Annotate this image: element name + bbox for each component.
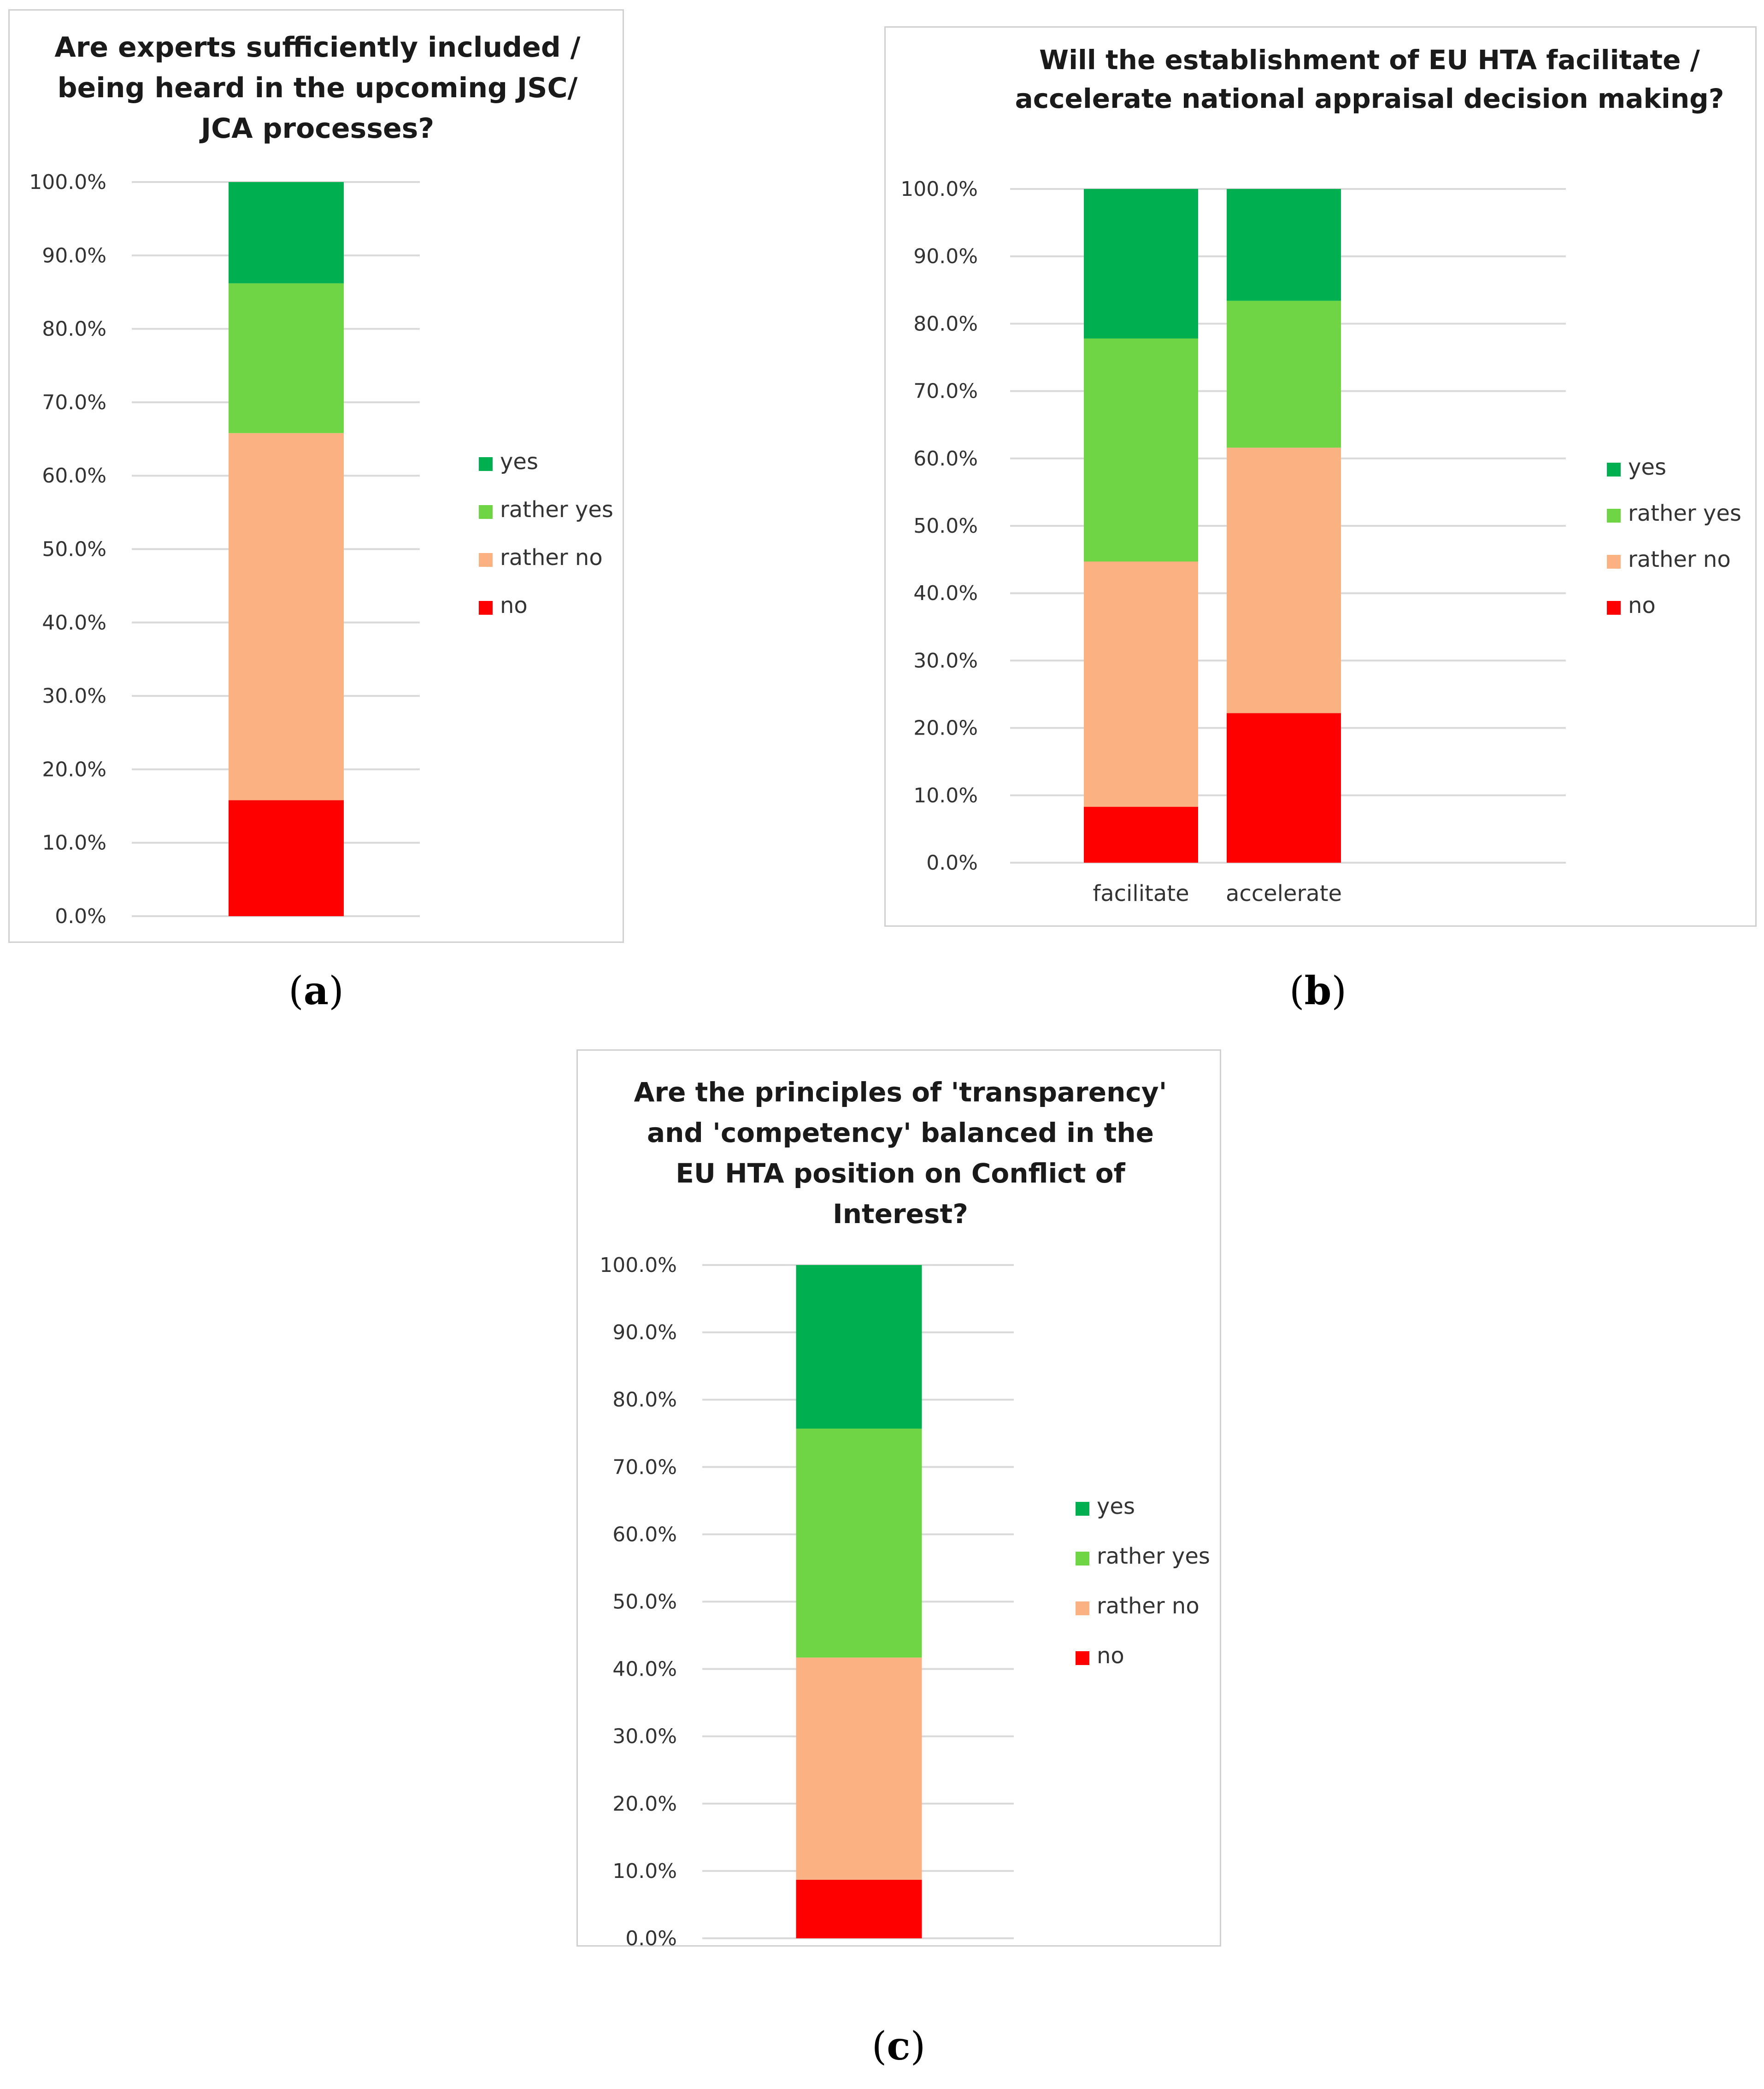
y-tick-label: 100.0% xyxy=(900,177,978,201)
legend-swatch xyxy=(1076,1502,1089,1516)
bar-segment-no xyxy=(1227,713,1341,863)
bar-segment-yes xyxy=(1084,189,1198,339)
legend-label: rather yes xyxy=(1097,1543,1210,1569)
bar-segment-yes xyxy=(229,182,344,283)
y-tick-label: 40.0% xyxy=(612,1658,677,1681)
legend-label: yes xyxy=(500,449,538,475)
y-tick-label: 50.0% xyxy=(42,538,106,561)
y-tick-label: 70.0% xyxy=(913,380,978,403)
chart-title-line: Will the establishment of EU HTA facilit… xyxy=(1039,44,1700,76)
x-category-label: facilitate xyxy=(1093,881,1189,906)
y-tick-label: 10.0% xyxy=(612,1860,677,1883)
bar-segment-rather-no xyxy=(229,433,344,800)
legend-label: rather yes xyxy=(1628,500,1741,526)
bar-segment-no xyxy=(796,1879,922,1938)
caption-c: (c) xyxy=(871,2023,926,2069)
y-tick-label: 80.0% xyxy=(612,1388,677,1412)
y-tick-label: 90.0% xyxy=(913,245,978,268)
bar-segment-no xyxy=(229,800,344,916)
legend-swatch xyxy=(1607,509,1621,523)
legend-label: rather no xyxy=(1628,547,1731,572)
bar-segment-rather-no xyxy=(796,1657,922,1880)
y-tick-label: 90.0% xyxy=(612,1321,677,1344)
y-tick-label: 0.0% xyxy=(55,905,106,928)
chart-title-line: EU HTA position on Conflict of xyxy=(676,1158,1125,1189)
legend-label: rather no xyxy=(1097,1593,1200,1619)
bar-segment-rather-no xyxy=(1227,447,1341,713)
caption-b: (b) xyxy=(1289,968,1347,1013)
caption-a: (a) xyxy=(288,968,344,1013)
bar-segment-yes xyxy=(796,1265,922,1429)
legend-label: no xyxy=(500,593,528,618)
legend-label: no xyxy=(1628,593,1656,618)
y-tick-label: 10.0% xyxy=(42,831,106,855)
legend-swatch xyxy=(1076,1552,1089,1565)
chart-title-line: being heard in the upcoming JSC/ xyxy=(58,72,578,104)
y-tick-label: 40.0% xyxy=(913,582,978,605)
legend-label: no xyxy=(1097,1643,1124,1669)
legend-swatch xyxy=(1076,1601,1089,1615)
y-tick-label: 40.0% xyxy=(42,611,106,635)
chart-title: Are experts sufficiently included / being… xyxy=(54,31,580,145)
chart-b-svg: Will the establishment of EU HTA facilit… xyxy=(900,44,1741,906)
chart-a-svg: Are experts sufficiently included / being… xyxy=(29,31,613,928)
chart-title: Will the establishment of EU HTA facilit… xyxy=(1015,44,1724,114)
legend-label: rather yes xyxy=(500,497,613,523)
y-tick-label: 30.0% xyxy=(42,684,106,708)
chart-title-line: Are experts sufficiently included / xyxy=(54,31,580,64)
legend-swatch xyxy=(479,553,493,567)
y-tick-label: 70.0% xyxy=(42,391,106,414)
bar-segment-rather-yes xyxy=(1084,338,1198,562)
legend-label: yes xyxy=(1097,1494,1135,1519)
bar-segment-rather-yes xyxy=(229,283,344,433)
y-tick-label: 80.0% xyxy=(913,312,978,335)
y-tick-label: 20.0% xyxy=(913,717,978,740)
y-tick-label: 70.0% xyxy=(612,1455,677,1479)
y-tick-label: 30.0% xyxy=(913,649,978,672)
chart-panel-c: Are the principles of 'transparency' and … xyxy=(576,1049,1221,1948)
y-tick-label: 10.0% xyxy=(913,784,978,807)
x-category-label: accelerate xyxy=(1226,881,1342,906)
chart-title-line: accelerate national appraisal decision m… xyxy=(1015,83,1724,114)
chart-title-line: Interest? xyxy=(833,1198,968,1230)
legend-swatch xyxy=(479,505,493,519)
y-tick-label: 100.0% xyxy=(600,1253,677,1277)
chart-panel-a: Are experts sufficiently included / being… xyxy=(8,9,624,943)
y-tick-label: 60.0% xyxy=(913,447,978,471)
y-tick-label: 30.0% xyxy=(612,1725,677,1748)
y-tick-label: 90.0% xyxy=(42,244,106,267)
y-tick-label: 0.0% xyxy=(926,851,978,875)
legend-swatch xyxy=(1607,555,1621,569)
bar-segment-yes xyxy=(1227,189,1341,301)
bar-segment-no xyxy=(1084,806,1198,863)
bar-segment-rather-yes xyxy=(1227,300,1341,448)
y-tick-label: 0.0% xyxy=(625,1927,677,1948)
chart-title-line: JCA processes? xyxy=(199,112,434,145)
chart-c-svg: Are the principles of 'transparency' and … xyxy=(600,1077,1210,1948)
legend-label: rather no xyxy=(500,545,603,571)
legend-swatch xyxy=(1076,1651,1089,1665)
chart-title: Are the principles of 'transparency' and … xyxy=(634,1077,1167,1230)
chart-title-line: and 'competency' balanced in the xyxy=(647,1117,1154,1148)
y-tick-label: 80.0% xyxy=(42,318,106,341)
y-tick-label: 20.0% xyxy=(612,1792,677,1816)
legend-swatch xyxy=(1607,463,1621,477)
y-tick-label: 20.0% xyxy=(42,758,106,781)
y-tick-label: 50.0% xyxy=(913,514,978,538)
legend-swatch xyxy=(479,601,493,615)
y-tick-label: 50.0% xyxy=(612,1590,677,1614)
bar-segment-rather-yes xyxy=(796,1429,922,1658)
legend-swatch xyxy=(1607,601,1621,615)
y-tick-label: 60.0% xyxy=(612,1523,677,1546)
y-tick-label: 100.0% xyxy=(29,171,106,194)
legend-label: yes xyxy=(1628,454,1666,480)
legend-swatch xyxy=(479,457,493,471)
bar-segment-rather-no xyxy=(1084,561,1198,807)
chart-panel-b: Will the establishment of EU HTA facilit… xyxy=(884,26,1757,927)
y-tick-label: 60.0% xyxy=(42,464,106,488)
chart-title-line: Are the principles of 'transparency' xyxy=(634,1077,1167,1108)
